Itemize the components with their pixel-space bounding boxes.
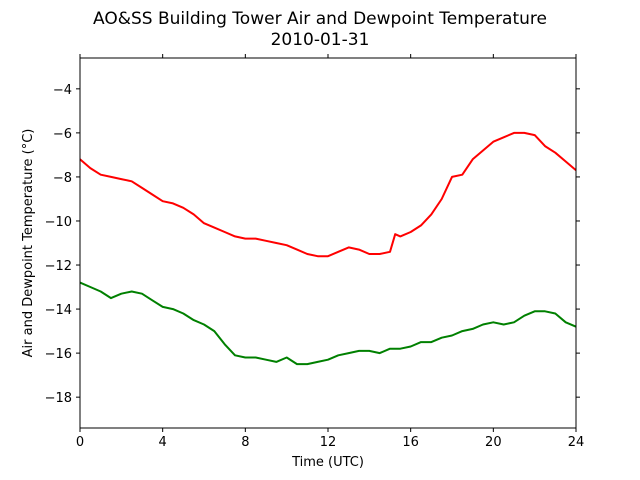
x-tick-label: 0 [76,435,84,450]
series-line-0 [79,131,577,258]
chart-title: AO&SS Building Tower Air and Dewpoint Te… [93,9,547,29]
y-tick-label: −8 [53,171,72,186]
y-tick-label: −6 [53,127,72,142]
series-line-1 [79,281,577,366]
x-tick-label: 16 [402,435,419,450]
y-tick-label: −18 [45,391,72,406]
x-tick-label: 8 [241,435,249,450]
plot-frame [79,57,577,429]
x-tick-label: 4 [159,435,167,450]
x-axis-label: Time (UTC) [291,455,364,470]
y-tick-label: −12 [45,259,72,274]
y-tick-label: −10 [45,215,72,230]
x-tick-label: 20 [485,435,502,450]
chart-subtitle: 2010-01-31 [271,30,370,50]
y-axis-label: Air and Dewpoint Temperature (°C) [21,129,36,358]
y-tick-label: −16 [45,347,72,362]
x-tick-label: 24 [568,435,585,450]
y-tick-label: −14 [45,303,72,318]
y-tick-label: −4 [53,83,72,98]
x-tick-label: 12 [320,435,337,450]
